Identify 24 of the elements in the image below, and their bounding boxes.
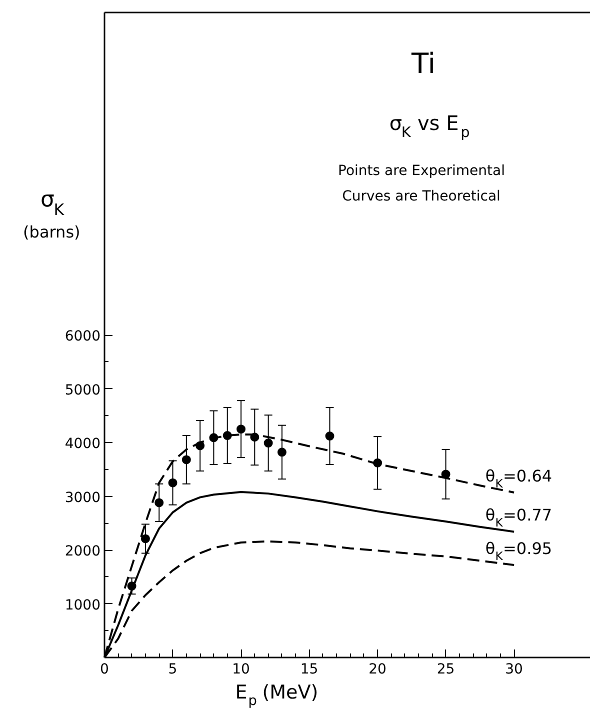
text: Ti [410, 47, 436, 80]
annotation: Points are Experimental [338, 162, 506, 179]
point [154, 498, 164, 508]
point [277, 448, 286, 457]
point [325, 432, 334, 441]
x-tick-label: 10 [232, 662, 250, 678]
x-tick-label: 20 [368, 662, 386, 678]
y-tick-label: 5000 [64, 382, 101, 398]
y-tick-label: 1000 [64, 597, 101, 614]
x-tick-label: 25 [436, 662, 455, 678]
x-tick-label: 0 [100, 662, 109, 678]
x-tick-label: 15 [300, 662, 318, 678]
y-tick-label: 6000 [64, 328, 101, 344]
point [182, 455, 191, 464]
point [168, 478, 178, 488]
point [264, 438, 273, 448]
y-tick-label: 3000 [64, 490, 101, 506]
y-tick-label: 2000 [64, 544, 101, 560]
annotation: Curves are Theoretical [342, 188, 500, 205]
x-tick-label: 30 [505, 662, 523, 678]
point [140, 534, 150, 544]
x-tick-label: 5 [168, 662, 178, 678]
y-tick-label: 4000 [64, 436, 101, 452]
point [236, 424, 246, 434]
